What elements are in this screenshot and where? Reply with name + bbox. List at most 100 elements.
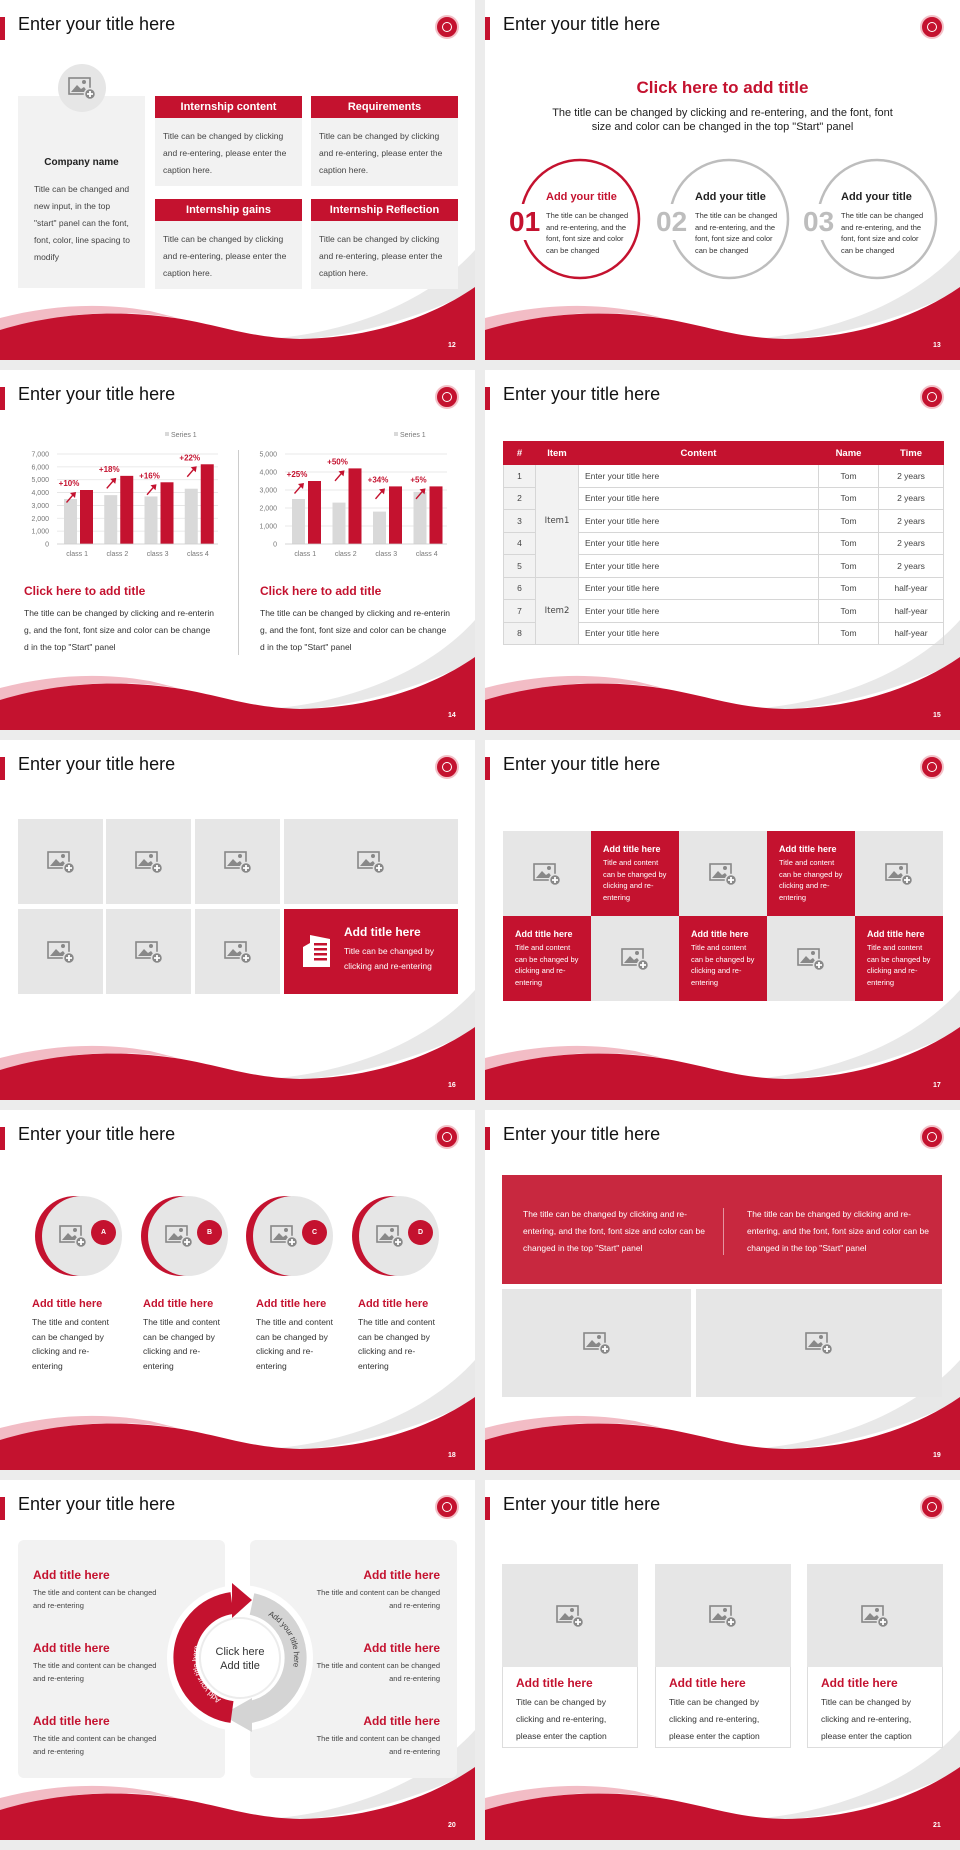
- slide-title[interactable]: Enter your title here: [503, 14, 661, 34]
- cell-content[interactable]: Enter your title here: [578, 554, 819, 578]
- tile-title[interactable]: Add title here: [779, 844, 837, 854]
- step-title[interactable]: Add your title: [841, 191, 912, 203]
- building-icon: [300, 931, 332, 969]
- slide-title[interactable]: Enter your title here: [503, 384, 661, 404]
- pink-wave: [0, 1785, 178, 1811]
- right-item-body: The title and content can be changed and…: [316, 1588, 440, 1610]
- slide-title[interactable]: Enter your title here: [503, 1494, 661, 1514]
- card-title[interactable]: Add title here: [821, 1676, 898, 1690]
- image-placeholder[interactable]: [195, 909, 280, 994]
- cell-content[interactable]: Enter your title here: [578, 464, 819, 488]
- red-wave: [0, 1027, 475, 1100]
- company-panel: [18, 96, 145, 288]
- image-placeholder[interactable]: [18, 909, 103, 994]
- wave-decoration: [0, 990, 475, 1100]
- right-item-title[interactable]: Add title here: [363, 1641, 440, 1655]
- slide-title[interactable]: Enter your title here: [18, 754, 176, 774]
- image-placeholder[interactable]: [655, 1564, 791, 1667]
- table-row[interactable]: 6 Item2 Enter your title here Tom half-year: [503, 576, 944, 645]
- slide-16: Enter your title here 16 Add title here Tit…: [0, 740, 475, 1100]
- left-item-title[interactable]: Add title here: [33, 1641, 110, 1655]
- table-row[interactable]: 3 Enter your title here Tom 2 years: [503, 509, 944, 533]
- feature-title[interactable]: Add title here: [344, 925, 421, 939]
- item-title[interactable]: Add title here: [358, 1298, 429, 1310]
- box-header[interactable]: Internship gains: [155, 199, 302, 221]
- column-header[interactable]: #: [503, 441, 536, 465]
- right-item-title[interactable]: Add title here: [363, 1714, 440, 1728]
- cell-content[interactable]: Enter your title here: [578, 509, 819, 533]
- box-header[interactable]: Requirements: [311, 96, 458, 118]
- table-row[interactable]: 4 Enter your title here Tom 2 years: [503, 531, 944, 555]
- column-header[interactable]: Item: [535, 441, 579, 465]
- cell-content[interactable]: Enter your title here: [578, 486, 819, 510]
- slide-title[interactable]: Enter your title here: [18, 1494, 176, 1514]
- slide-title[interactable]: Enter your title here: [503, 1124, 661, 1144]
- cell-content[interactable]: Enter your title here: [578, 599, 819, 623]
- image-placeholder[interactable]: [284, 819, 458, 904]
- panel-title[interactable]: Click here to add title: [260, 584, 382, 598]
- image-placeholder[interactable]: [503, 831, 591, 916]
- title-accent-bar: [0, 757, 5, 780]
- text-tile[interactable]: [767, 831, 855, 916]
- slide-title[interactable]: Enter your title here: [503, 754, 661, 774]
- gray-swoosh: [735, 620, 960, 710]
- image-placeholder[interactable]: [106, 819, 191, 904]
- image-placeholder[interactable]: [591, 916, 679, 1001]
- panel-title[interactable]: Click here to add title: [24, 584, 146, 598]
- add-image-icon: [46, 940, 75, 964]
- column-header[interactable]: Content: [578, 441, 819, 465]
- box-header[interactable]: Internship Reflection: [311, 199, 458, 221]
- table-row[interactable]: 8 Enter your title here Tom half-year: [503, 621, 944, 645]
- image-placeholder[interactable]: [195, 819, 280, 904]
- y-tick-label: 0: [45, 542, 49, 549]
- text-tile[interactable]: [591, 831, 679, 916]
- photo-circle[interactable]: [148, 1196, 228, 1276]
- step-title[interactable]: Add your title: [695, 191, 766, 203]
- legend-label: Series 1: [171, 432, 197, 439]
- cell-content[interactable]: Enter your title here: [578, 621, 819, 645]
- text-tile[interactable]: [855, 916, 943, 1001]
- left-item-title[interactable]: Add title here: [33, 1714, 110, 1728]
- tile-body: Title and content can be changed by clic…: [691, 943, 755, 987]
- slide-title[interactable]: Enter your title here: [18, 1124, 176, 1144]
- item-title[interactable]: Add title here: [32, 1298, 103, 1310]
- text-tile[interactable]: [679, 916, 767, 1001]
- left-item-title[interactable]: Add title here: [33, 1568, 110, 1582]
- table-row[interactable]: 1 Item1 Enter your title here Tom 2 years: [503, 464, 944, 578]
- image-placeholder[interactable]: [767, 916, 855, 1001]
- table-row[interactable]: 2 Enter your title here Tom 2 years: [503, 486, 944, 510]
- card-title[interactable]: Add title here: [516, 1676, 593, 1690]
- card-title[interactable]: Add title here: [669, 1676, 746, 1690]
- tile-title[interactable]: Add title here: [603, 844, 661, 854]
- cell-content[interactable]: Enter your title here: [578, 576, 819, 600]
- section-heading[interactable]: Click here to add title: [636, 78, 809, 97]
- image-placeholder[interactable]: [18, 819, 103, 904]
- step-title[interactable]: Add your title: [546, 191, 617, 203]
- cell-number: 2: [503, 486, 536, 510]
- image-placeholder[interactable]: [679, 831, 767, 916]
- column-header[interactable]: Time: [878, 441, 944, 465]
- tile-title[interactable]: Add title here: [867, 929, 925, 939]
- image-placeholder[interactable]: [855, 831, 943, 916]
- item-title[interactable]: Add title here: [256, 1298, 327, 1310]
- item-title[interactable]: Add title here: [143, 1298, 214, 1310]
- table-row[interactable]: 7 Enter your title here Tom half-year: [503, 599, 944, 623]
- tile-title[interactable]: Add title here: [515, 929, 573, 939]
- column-header[interactable]: Name: [818, 441, 879, 465]
- pink-wave: [0, 675, 178, 701]
- right-item-title[interactable]: Add title here: [363, 1568, 440, 1582]
- box-header[interactable]: Internship content: [155, 96, 302, 118]
- image-placeholder[interactable]: [502, 1564, 638, 1667]
- image-placeholder[interactable]: [696, 1289, 942, 1397]
- wave-decoration: [485, 620, 960, 730]
- image-placeholder[interactable]: [807, 1564, 943, 1667]
- slide-title[interactable]: Enter your title here: [18, 14, 176, 34]
- image-placeholder[interactable]: [106, 909, 191, 994]
- cell-content[interactable]: Enter your title here: [578, 531, 819, 555]
- image-placeholder[interactable]: [502, 1289, 691, 1397]
- tile-title[interactable]: Add title here: [691, 929, 749, 939]
- company-photo-placeholder[interactable]: [58, 64, 106, 112]
- text-tile[interactable]: [503, 916, 591, 1001]
- slide-title[interactable]: Enter your title here: [18, 384, 176, 404]
- title-accent-bar: [0, 17, 5, 40]
